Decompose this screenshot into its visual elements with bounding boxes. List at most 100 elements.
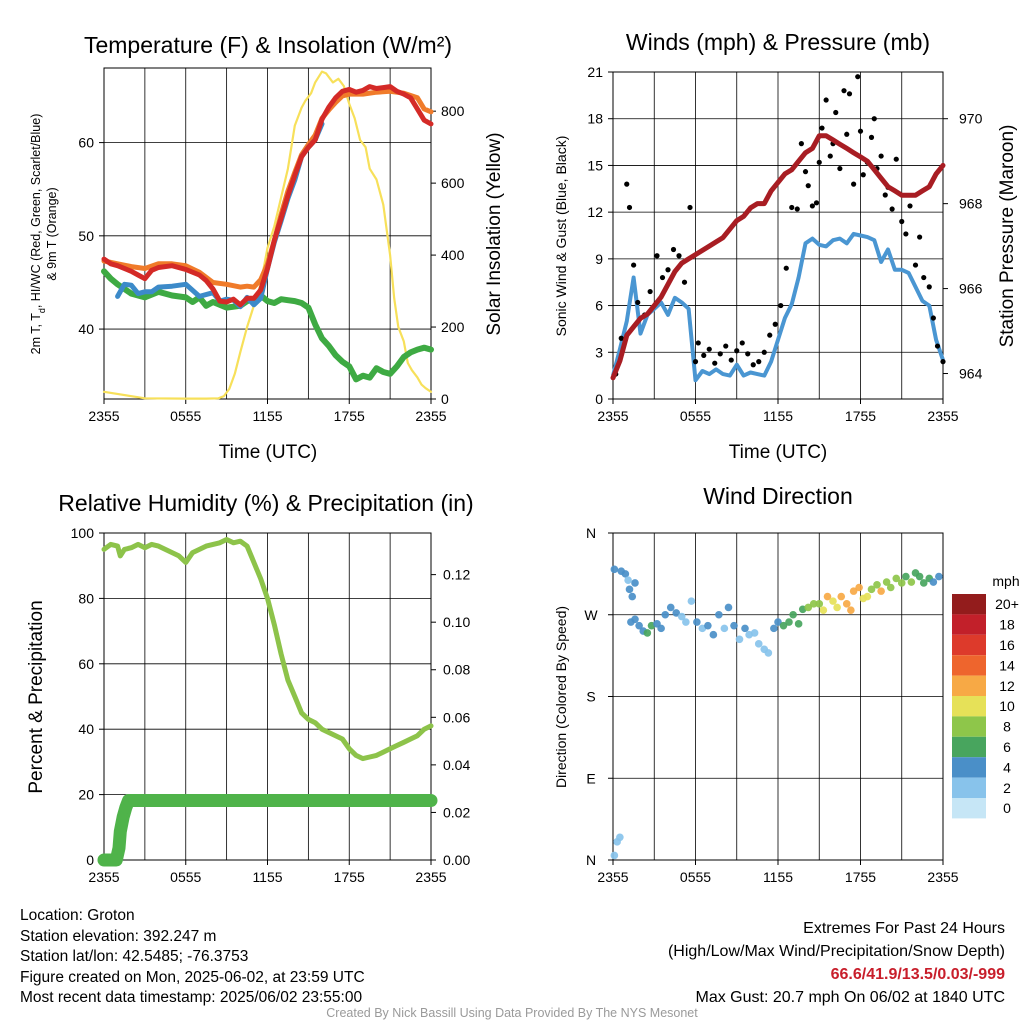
temp-chart-xtick-label: 0555 (170, 408, 201, 424)
dir-chart-xtick-label: 0555 (680, 869, 711, 885)
gust-point (635, 299, 641, 306)
gust-point (805, 183, 811, 189)
gust-point (813, 200, 820, 206)
legend-label: 2 (1003, 780, 1011, 796)
rh-chart-xtick-label: 2355 (88, 869, 119, 885)
precip-point (127, 794, 140, 807)
gust-point (827, 153, 833, 159)
temp-y-axis-label-part: , HI/WC (Red, Green, Scarlet/Blue) (29, 114, 43, 309)
dir-ytick-label: W (584, 607, 598, 623)
pressure-ytick-label: 966 (959, 281, 983, 297)
sonic-wind-line (611, 231, 945, 383)
legend-label: 14 (999, 657, 1015, 673)
wind-chart-xtick-label: 2355 (597, 408, 628, 424)
gust-point (778, 302, 784, 309)
dir-ytick-label: E (586, 770, 595, 786)
created-text: Figure created on Mon, 2025-06-02, at 23… (20, 968, 365, 986)
direction-point (682, 618, 690, 626)
legend-title: mph (992, 573, 1019, 589)
direction-point (915, 572, 924, 581)
pressure-ytick-label: 970 (959, 111, 983, 127)
gust-point (860, 172, 866, 178)
legend-swatch (952, 675, 986, 696)
gust-point (819, 125, 825, 131)
extremes-values: 66.6/41.9/13.5/0.03/-999 (830, 966, 1005, 983)
temp-y-axis-label-sub: d (37, 308, 47, 313)
wind-chart-xtick-label: 1755 (845, 408, 876, 424)
temp-chart-xtick-label: 1155 (252, 408, 282, 424)
gust-point (745, 351, 751, 357)
precip-ytick-label: 0.08 (443, 662, 470, 678)
dir-chart-xtick-label: 2355 (927, 869, 958, 885)
station-info: Location: Groton Station elevation: 392.… (20, 906, 365, 1009)
direction-point (902, 572, 910, 581)
wind-ytick-label: 3 (595, 344, 603, 360)
direction-point (661, 610, 670, 619)
recent-text: Most recent data timestamp: 2025/06/02 2… (20, 989, 363, 1006)
rh-chart-xtick-label: 2355 (415, 869, 446, 885)
legend-swatch (952, 696, 986, 717)
direction-point (730, 621, 738, 630)
direction-point (610, 565, 619, 574)
gust-point (798, 141, 804, 147)
gust-point (917, 234, 923, 240)
gust-point (871, 116, 877, 122)
temp-x-axis-label: Time (UTC) (219, 442, 318, 463)
direction-point (625, 585, 634, 594)
dir-y-axis-label: Direction (Colored By Speed) (553, 606, 569, 788)
solar-ytick-label: 600 (441, 175, 465, 191)
gust-point (654, 253, 660, 259)
gust-point (816, 159, 822, 165)
legend-swatch (952, 614, 986, 635)
legend-swatch (952, 757, 986, 778)
location-text: Location: Groton (20, 907, 135, 924)
rh-ytick-label: 60 (78, 656, 94, 672)
dir-ytick-label: N (586, 852, 596, 868)
gust-point (670, 246, 677, 253)
pressure-y-axis-label: Station Pressure (Maroon) (997, 125, 1018, 348)
direction-point (849, 587, 858, 595)
direction-point (809, 600, 818, 608)
direction-point (785, 618, 793, 626)
gust-point (841, 88, 847, 94)
gust-point (809, 203, 815, 209)
direction-point (789, 610, 797, 619)
gust-point (889, 206, 895, 212)
gust-point (907, 203, 913, 209)
gust-point (734, 348, 740, 354)
rh-ytick-label: 40 (78, 721, 94, 737)
wind-ytick-label: 21 (587, 64, 603, 80)
direction-point (774, 618, 782, 626)
gust-point (692, 359, 699, 365)
precip-ytick-label: 0.04 (443, 757, 470, 773)
direction-point (779, 621, 788, 630)
temp-chart-title: Temperature (F) & Insolation (W/m²) (84, 32, 452, 58)
gust-point (783, 265, 789, 271)
gust-point (794, 206, 800, 212)
precip-point (117, 811, 130, 824)
direction-point (863, 592, 872, 601)
gust-point (631, 262, 637, 268)
gust-point (618, 335, 624, 341)
direction-point (919, 579, 928, 587)
legend-swatch (952, 736, 986, 758)
dir-ytick-label: N (586, 525, 596, 541)
gust-point (626, 204, 633, 211)
gust-point (772, 321, 778, 327)
rh-chart-xtick-label: 0555 (170, 869, 201, 885)
legend-label: 4 (1003, 759, 1011, 775)
gust-point (624, 181, 630, 187)
gust-point (926, 284, 932, 290)
wind-x-axis-label: Time (UTC) (729, 442, 828, 463)
legend-swatch (952, 634, 986, 656)
direction-point (735, 635, 744, 644)
direction-point (754, 640, 763, 648)
direction-point (624, 576, 632, 585)
direction-point (897, 579, 906, 587)
solar-ytick-label: 0 (441, 391, 449, 407)
legend-label: 12 (999, 678, 1015, 694)
gust-point (695, 340, 701, 346)
direction-point (770, 624, 778, 633)
gust-point (701, 352, 707, 358)
solar-ytick-label: 800 (441, 103, 465, 119)
